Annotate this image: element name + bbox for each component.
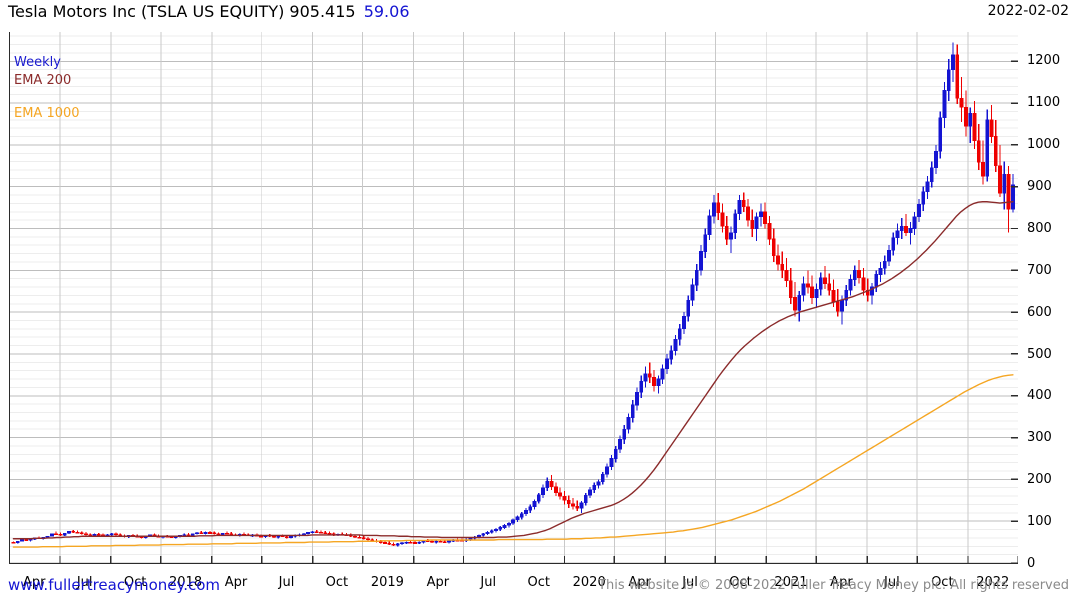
y-axis-tick-label: 400 — [1027, 388, 1052, 404]
y-axis-tick-label: 600 — [1027, 304, 1052, 320]
site-url-link[interactable]: www.fullertreacymoney.com — [8, 576, 221, 594]
x-axis-tick-label: 2021 — [774, 575, 808, 590]
chart-area: Weekly EMA 200 EMA 1000 0 100 200 300 400 500… — [0, 26, 1075, 590]
y-axis-tick-label: 200 — [1027, 472, 1052, 488]
x-axis-tick-label: Apr — [224, 575, 248, 590]
last-price: 905.415 — [289, 2, 356, 21]
x-axis-tick-label: Oct — [729, 575, 752, 590]
x-axis-tick-label: Jul — [480, 575, 497, 590]
x-axis-tick-label: Jul — [884, 575, 900, 590]
y-axis-tick-label: 800 — [1027, 220, 1052, 236]
x-axis-tick-label: Jul — [682, 575, 698, 590]
x-axis-tick-label: Apr — [426, 575, 450, 590]
y-axis-tick-label: 900 — [1027, 178, 1052, 194]
x-axis-tick-label: 2022 — [976, 575, 1010, 590]
x-axis-tick-label: 2019 — [370, 575, 404, 590]
x-axis-tick-label: Oct — [527, 575, 550, 590]
y-axis-tick-label: 1200 — [1027, 53, 1061, 69]
price-change: 59.06 — [363, 2, 410, 21]
y-axis-tick-label: 1000 — [1027, 137, 1061, 153]
y-axis-tick-label: 300 — [1027, 430, 1052, 446]
x-axis-tick-label: Jul — [76, 575, 93, 590]
chart-gridlines — [10, 32, 1018, 563]
x-axis-tick-label: Apr — [830, 575, 853, 590]
chart-date: 2022-02-02 — [987, 3, 1069, 19]
plot-area[interactable] — [9, 32, 1018, 564]
plot-inner — [10, 32, 1018, 563]
chart-title-block: Tesla Motors Inc (TSLA US EQUITY) 905.41… — [8, 2, 410, 21]
security-name: Tesla Motors Inc (TSLA US EQUITY) — [8, 2, 285, 21]
x-axis-tick-label: Apr — [22, 575, 46, 590]
x-axis-tick-label: 2018 — [169, 575, 203, 590]
chart-header: Tesla Motors Inc (TSLA US EQUITY) 905.41… — [0, 0, 1075, 26]
y-axis-tick-label: 100 — [1027, 514, 1052, 530]
ema-lines — [12, 201, 1014, 548]
y-axis-tick-label: 1100 — [1027, 95, 1061, 111]
x-axis-tick-label: 2020 — [572, 575, 606, 590]
y-axis-tick-label: 700 — [1027, 262, 1052, 278]
x-axis-tick-label: Oct — [325, 575, 349, 590]
x-axis-tick-label: Jul — [278, 575, 295, 590]
chart-footer: www.fullertreacymoney.com This website i… — [0, 574, 1075, 600]
y-axis-tick-label: 500 — [1027, 346, 1052, 362]
x-axis-tick-label: Apr — [628, 575, 651, 590]
y-axis-tick-label: 0 — [1027, 556, 1036, 571]
copyright-notice: This website is © 2008-2022 Fuller Treac… — [598, 578, 1069, 593]
axis-ticks — [59, 60, 1018, 563]
x-axis-tick-label: Oct — [931, 575, 954, 590]
x-axis-tick-label: Oct — [123, 575, 147, 590]
